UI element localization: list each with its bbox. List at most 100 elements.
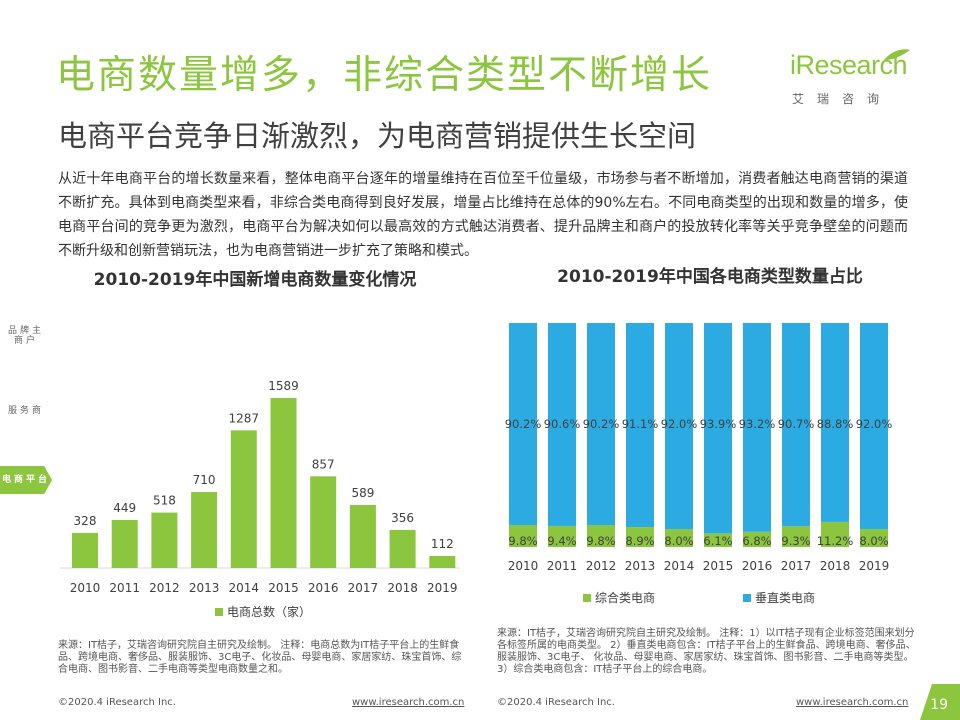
bar	[349, 504, 376, 568]
data-label: 449	[113, 501, 136, 515]
data-label-vertical: 92.0%	[856, 417, 893, 431]
x-tick-label: 2016	[742, 559, 773, 573]
x-tick-label: 2018	[387, 581, 418, 595]
bar-segment-vertical	[704, 323, 732, 534]
bar	[230, 430, 257, 568]
data-label-comprehensive: 9.4%	[547, 534, 576, 548]
side-nav-item[interactable]: 服务商	[0, 397, 52, 425]
bar-segment-comprehensive	[860, 529, 888, 547]
logo-wordmark: iResearch	[790, 50, 908, 80]
data-label-vertical: 91.1%	[622, 417, 659, 431]
footer-copyright-left: ©2020.4 iResearch Inc.	[58, 697, 176, 708]
bar-segment-vertical	[860, 323, 888, 530]
legend-swatch	[215, 608, 223, 616]
data-label: 1589	[268, 379, 299, 393]
bar-segment-comprehensive	[743, 531, 771, 547]
legend-label: 综合类电商	[595, 590, 655, 605]
x-tick-label: 2014	[229, 581, 260, 595]
bar	[111, 519, 138, 568]
right-source-note: 来源：IT桔子，艾瑞咨询研究院自主研究及绘制。 注释：1）以IT桔子现有企业标签…	[497, 628, 916, 675]
x-tick-label: 2011	[109, 581, 140, 595]
data-label-vertical: 92.0%	[661, 417, 698, 431]
x-tick-label: 2017	[348, 581, 379, 595]
bar	[151, 512, 178, 568]
data-label: 857	[312, 457, 335, 471]
data-label: 112	[431, 537, 454, 551]
data-label-vertical: 90.7%	[778, 417, 815, 431]
side-nav-item[interactable]: 品牌主 商户	[0, 322, 52, 350]
data-label-vertical: 90.2%	[583, 417, 620, 431]
x-tick-label: 2019	[427, 581, 458, 595]
data-label-comprehensive: 6.1%	[703, 534, 732, 548]
bar-segment-vertical	[782, 323, 810, 527]
side-nav-item[interactable]: 电商平台	[0, 466, 52, 494]
legend-label: 电商总数（家）	[227, 604, 311, 619]
page-number: 19	[930, 697, 948, 713]
bar-segment-vertical	[743, 323, 771, 532]
data-label-comprehensive: 8.0%	[664, 534, 693, 548]
bar-segment-comprehensive	[704, 533, 732, 547]
x-tick-label: 2016	[308, 581, 339, 595]
bar-segment-vertical	[626, 323, 654, 528]
footer-url-left[interactable]: www.iresearch.com.cn	[352, 697, 465, 708]
data-label: 710	[193, 473, 216, 487]
x-tick-label: 2019	[859, 559, 890, 573]
bar-segment-vertical	[587, 323, 615, 526]
leaf-icon	[884, 49, 910, 60]
x-tick-label: 2013	[625, 559, 656, 573]
data-label: 518	[153, 494, 176, 508]
bar-segment-comprehensive	[782, 526, 810, 547]
footer-copyright-right: ©2020.4 iResearch Inc.	[497, 697, 615, 708]
bar-segment-comprehensive	[509, 525, 537, 547]
intro-paragraph: 从近十年电商平台的增长数量来看，整体电商平台逐年的增量维持在百位至千位量级，市场…	[58, 171, 908, 259]
data-label-comprehensive: 9.8%	[586, 534, 615, 548]
bar-segment-comprehensive	[548, 525, 576, 547]
data-label-comprehensive: 9.3%	[781, 534, 810, 548]
x-tick-label: 2011	[547, 559, 578, 573]
legend-label: 垂直类电商	[755, 590, 815, 605]
x-tick-label: 2012	[586, 559, 617, 573]
data-label-vertical: 90.6%	[544, 417, 581, 431]
bar-segment-comprehensive	[821, 521, 849, 547]
x-tick-label: 2014	[664, 559, 695, 573]
data-label-comprehensive: 9.8%	[508, 534, 537, 548]
data-label-comprehensive: 8.0%	[859, 534, 888, 548]
data-label-vertical: 93.2%	[739, 417, 776, 431]
data-label-comprehensive: 6.8%	[742, 534, 771, 548]
bar	[310, 476, 337, 568]
bar-segment-comprehensive	[665, 529, 693, 547]
data-label-vertical: 90.2%	[505, 417, 542, 431]
data-label-comprehensive: 11.2%	[817, 534, 854, 548]
bar-segment-vertical	[665, 323, 693, 530]
legend-swatch	[743, 594, 751, 602]
x-tick-label: 2010	[70, 581, 101, 595]
page-subtitle: 电商平台竞争日渐激烈，为电商营销提供生长空间	[58, 119, 697, 153]
legend-swatch	[583, 594, 591, 602]
chart2-title: 2010-2019年中国各电商类型数量占比	[557, 267, 863, 287]
ecommerce-type-share-chart: 90.2% 9.8% 2010 90.6% 9.4% 2011 90.2% 9.8% 2012 9…	[505, 323, 893, 605]
new-ecommerce-bar-chart: 328 2010 449 2011 518 2012 710 2013 1287 2014 1589…	[60, 379, 460, 619]
x-tick-label: 2010	[508, 559, 539, 573]
logo-cn-text: 艾瑞咨询	[792, 92, 893, 106]
x-tick-label: 2017	[781, 559, 812, 573]
x-tick-label: 2013	[189, 581, 220, 595]
bar-segment-vertical	[821, 323, 849, 522]
bar-segment-vertical	[548, 323, 576, 526]
bar-segment-comprehensive	[626, 527, 654, 547]
data-label-vertical: 88.8%	[817, 417, 854, 431]
data-label: 1287	[229, 411, 260, 425]
data-label: 328	[74, 514, 97, 528]
bar	[191, 492, 218, 568]
x-tick-label: 2015	[268, 581, 299, 595]
bar	[72, 532, 98, 568]
data-label-comprehensive: 8.9%	[625, 534, 654, 548]
chart1-title: 2010-2019年中国新增电商数量变化情况	[93, 270, 417, 290]
left-source-note: 来源：IT桔子，艾瑞咨询研究院自主研究及绘制。 注释：电商总数为IT桔子平台上的…	[58, 640, 462, 675]
bar-segment-vertical	[509, 323, 537, 526]
page-number-tab	[920, 684, 960, 720]
footer-url-right[interactable]: www.iresearch.com.cn	[796, 697, 909, 708]
data-label: 589	[351, 486, 374, 500]
data-label-vertical: 93.9%	[700, 417, 737, 431]
bar	[389, 529, 416, 568]
bar	[429, 556, 456, 568]
